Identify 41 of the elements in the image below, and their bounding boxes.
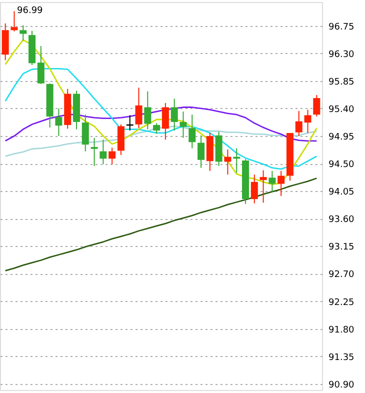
candlestick [295, 110, 302, 137]
y-tick-label: 91.80 [328, 325, 355, 336]
annotation: 96.99 [17, 6, 44, 16]
y-tick-label: 96.30 [328, 50, 355, 60]
candlestick [144, 90, 152, 130]
line-series [4, 178, 318, 272]
line-series [4, 106, 318, 142]
candlestick [188, 114, 196, 149]
y-tick-label: 92.70 [328, 270, 355, 280]
candlestick [278, 170, 285, 196]
y-tick-label: 94.95 [328, 132, 354, 143]
y-tick-label: 95.85 [328, 77, 354, 88]
y-tick-label: 92.25 [328, 298, 354, 308]
candlestick [108, 147, 116, 165]
y-tick-label: 91.35 [328, 352, 354, 363]
candlestick [37, 46, 44, 85]
candlestick [260, 170, 267, 204]
candlestick [10, 10, 18, 32]
candlestick [20, 24, 27, 42]
candlestick [82, 114, 89, 152]
candlestick [198, 134, 205, 168]
candlestick [153, 122, 160, 134]
y-tick-label: 94.50 [328, 160, 355, 170]
candlestick [162, 102, 169, 140]
candlestick [224, 148, 232, 176]
candlestick [55, 108, 62, 137]
candlestick [268, 170, 276, 193]
candlestick [90, 137, 98, 167]
candlestick [313, 94, 320, 117]
candlestick [100, 139, 107, 165]
candlestick [170, 98, 178, 132]
candlestick [250, 174, 258, 204]
y-tick-label: 93.60 [328, 215, 355, 226]
y-tick-label: 95.40 [328, 104, 355, 115]
y-tick-label: 94.05 [328, 188, 354, 198]
candlestick [135, 87, 142, 129]
candlestick [304, 109, 312, 134]
candlestick [180, 111, 187, 138]
y-tick-label: 93.15 [328, 242, 354, 253]
y-tick-label: 90.90 [328, 380, 355, 390]
y-tick-label: 96.75 [328, 22, 354, 32]
